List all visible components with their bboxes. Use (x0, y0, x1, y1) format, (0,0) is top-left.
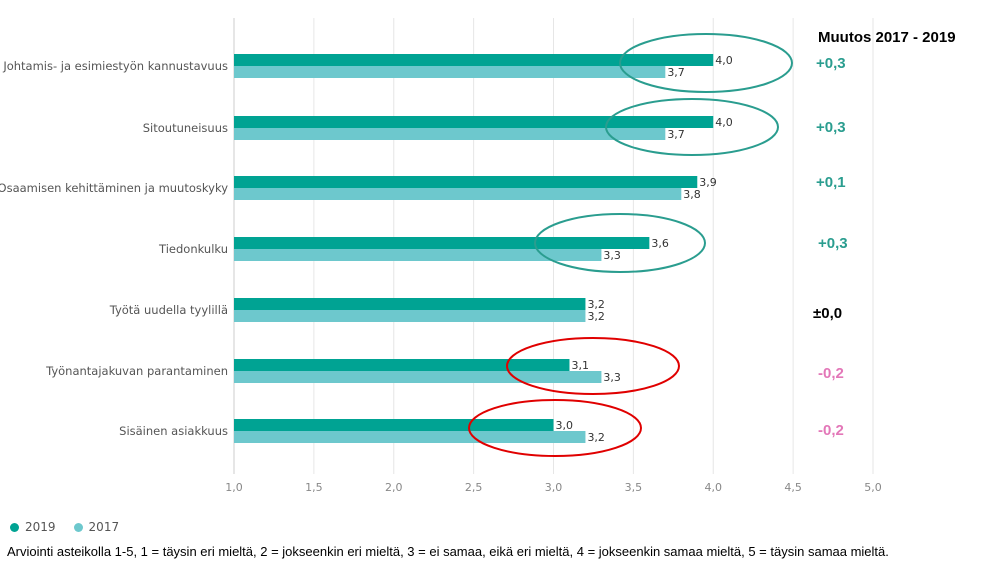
change-column-title: Muutos 2017 - 2019 (818, 29, 956, 46)
category-label: Sitoutuneisuus (143, 121, 228, 135)
bar-2017 (234, 128, 666, 140)
change-value: +0,3 (816, 55, 846, 72)
data-label-2017: 3,2 (587, 431, 605, 444)
legend-label-2019: 2019 (25, 520, 56, 534)
change-value: +0,3 (818, 235, 848, 252)
x-tick-label: 5,0 (864, 481, 882, 494)
x-tick-label: 3,0 (545, 481, 563, 494)
data-label-2017: 3,7 (667, 128, 685, 141)
x-tick-label: 2,5 (465, 481, 483, 494)
x-tick-label: 4,5 (784, 481, 802, 494)
data-label-2017: 3,8 (683, 188, 701, 201)
change-value: +0,3 (816, 119, 846, 136)
data-label-2019: 3,1 (571, 359, 589, 372)
change-value: ±0,0 (813, 305, 843, 322)
data-label-2017: 3,2 (587, 310, 605, 323)
x-tick-label: 1,5 (305, 481, 323, 494)
data-label-2017: 3,3 (603, 371, 621, 384)
legend-dot-2017 (73, 522, 83, 532)
category-label: Työnantajakuvan parantaminen (45, 364, 228, 378)
bar-2017 (234, 431, 586, 443)
bar-2017 (234, 249, 602, 261)
highlight-ellipse (619, 33, 793, 93)
change-value: -0,2 (818, 422, 844, 439)
legend-item-2019[interactable]: 2019 (10, 520, 56, 534)
bar-2019 (234, 54, 714, 66)
change-value: +0,1 (816, 174, 846, 191)
footnote: Arviointi asteikolla 1-5, 1 = täysin eri… (7, 544, 889, 559)
data-label-2019: 4,0 (715, 116, 733, 129)
data-label-2019: 4,0 (715, 54, 733, 67)
bar-2017 (234, 188, 682, 200)
highlight-ellipse (534, 213, 706, 273)
bar-chart: 1,0 1,5 2,0 2,5 3,0 3,5 4,0 4,5 5,0 Johtamis- ja … (0, 18, 882, 494)
data-label-2019: 3,0 (556, 419, 574, 432)
bar-2017 (234, 66, 666, 78)
legend-item-2017[interactable]: 2017 (73, 520, 120, 534)
highlight-ellipse (506, 337, 680, 395)
bar-2017 (234, 310, 586, 322)
legend-dot-2019 (10, 522, 19, 532)
data-label-2019: 3,9 (699, 176, 717, 189)
data-label-2017: 3,7 (667, 66, 685, 79)
legend-label-2017: 2017 (88, 520, 120, 534)
legend: 2019 2017 (10, 520, 119, 534)
bar-2019 (234, 176, 698, 188)
category-label: Tiedonkulku (158, 242, 228, 256)
x-tick-label: 2,0 (385, 481, 403, 494)
x-tick-label: 3,5 (625, 481, 643, 494)
change-value: -0,2 (818, 365, 844, 382)
data-label-2017: 3,3 (603, 249, 621, 262)
data-label-2019: 3,6 (651, 237, 669, 250)
data-label-2019: 3,2 (587, 298, 605, 311)
category-label: Sisäinen asiakkuus (119, 424, 228, 438)
bar-2019 (234, 359, 570, 371)
bar-2019 (234, 116, 714, 128)
bar-2019 (234, 298, 586, 310)
category-label: Osaamisen kehittäminen ja muutoskyky (0, 181, 228, 195)
bar-2019 (234, 237, 650, 249)
category-label: Työtä uudella tyylillä (109, 303, 228, 317)
highlight-ellipse (468, 399, 642, 457)
x-tick-label: 4,0 (705, 481, 723, 494)
x-tick-label: 1,0 (225, 481, 243, 494)
category-label: Johtamis- ja esimiestyön kannustavuus (2, 59, 228, 73)
bar-2019 (234, 419, 554, 431)
highlight-ellipse (605, 98, 779, 156)
bar-2017 (234, 371, 602, 383)
